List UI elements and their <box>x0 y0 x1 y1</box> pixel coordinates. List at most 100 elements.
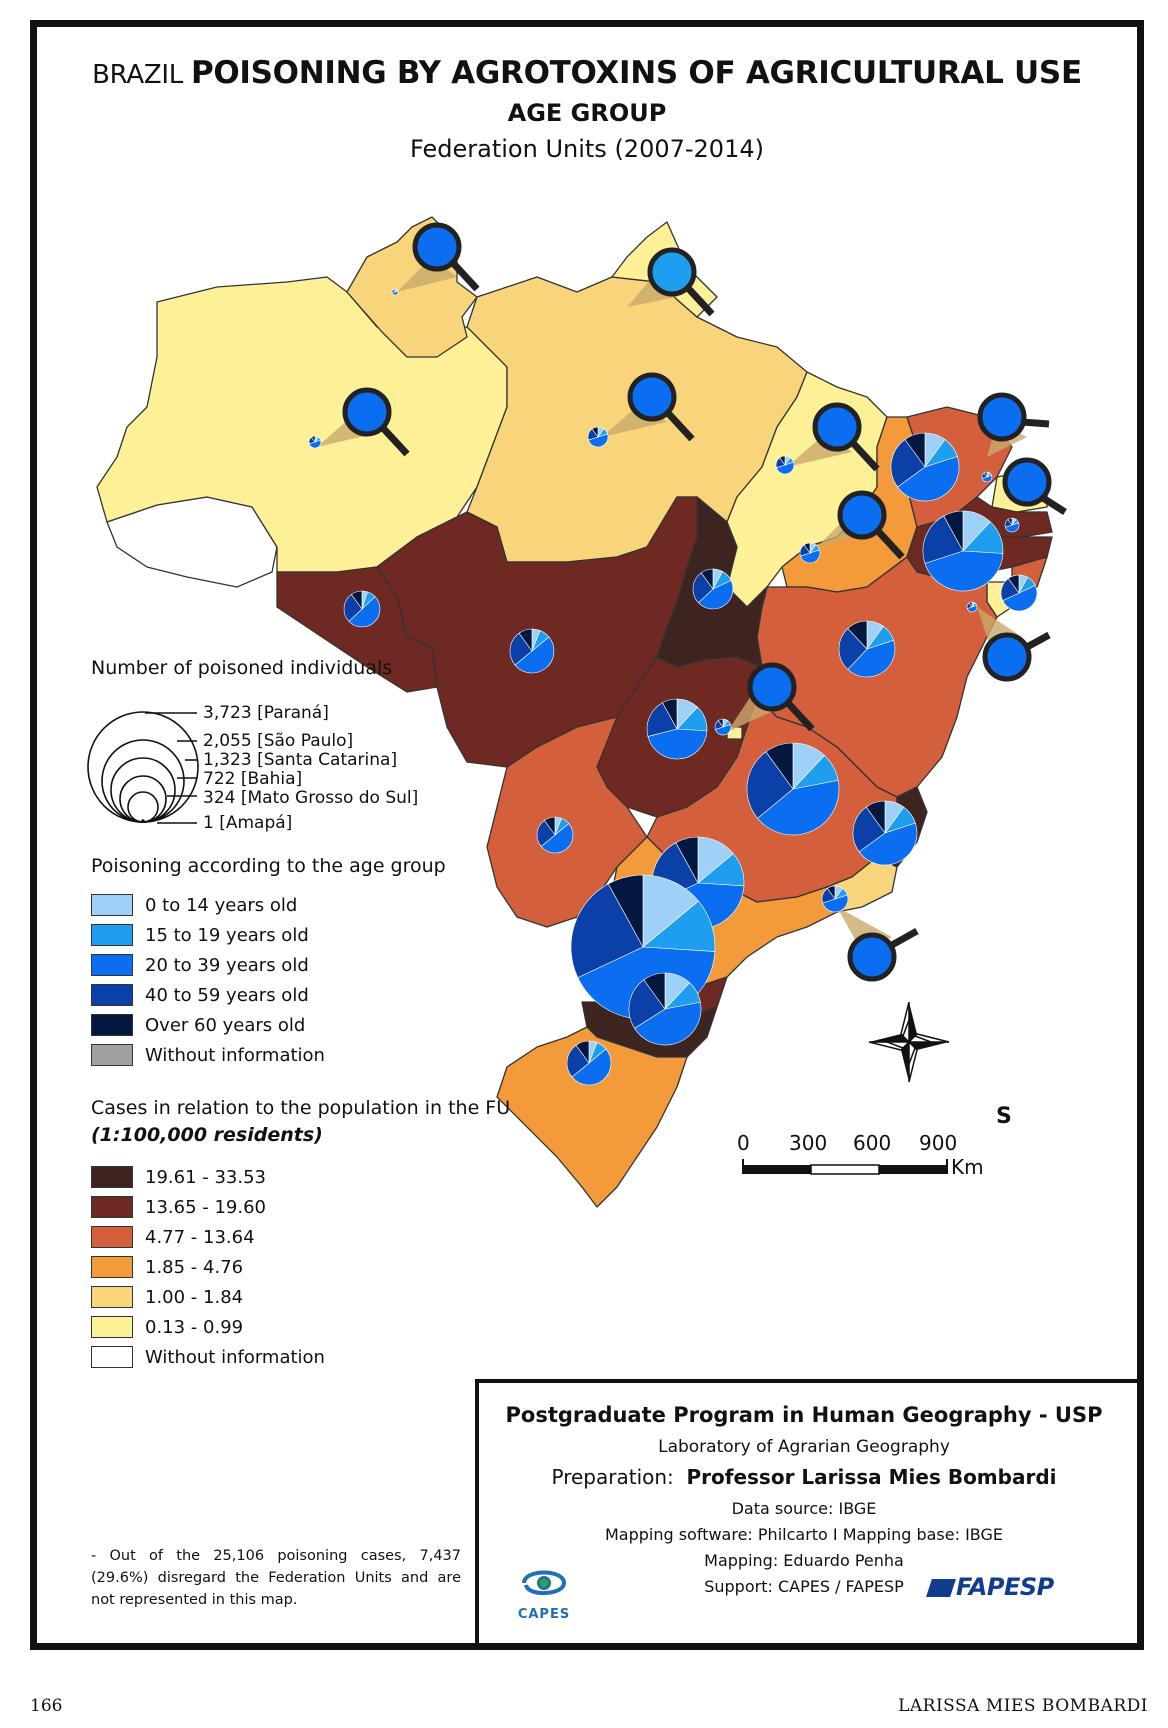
pie-slice <box>588 433 609 448</box>
rate-legend-swatch <box>91 1196 133 1218</box>
credits-preparation: Preparation: Professor Larissa Mies Bomb… <box>551 1465 1057 1489</box>
rate-legend-label: 19.61 - 33.53 <box>145 1166 266 1188</box>
capes-logo: CAPES <box>509 1561 579 1622</box>
map-title: BRAZIL POISONING BY AGROTOXINS OF AGRICUL… <box>37 55 1137 91</box>
pie-slice <box>697 580 734 610</box>
rate-legend-swatch <box>91 1286 133 1308</box>
pie-slice <box>822 894 849 913</box>
title-main: POISONING BY AGROTOXINS OF AGRICULTURAL … <box>190 55 1082 91</box>
credits-software: Mapping software: Philcarto I Mapping ba… <box>604 1525 1004 1544</box>
size-legend-value-5: 324 [Mato Grosso do Sul] <box>203 788 419 808</box>
age-legend-label: 0 to 14 years old <box>145 894 298 916</box>
rate-legend-item: 1.00 - 1.84 <box>91 1284 243 1310</box>
pie-symbols <box>308 288 1038 1086</box>
credits-source: Data source: IBGE <box>731 1499 877 1518</box>
pie-slice <box>1008 574 1020 594</box>
pie-slice <box>509 632 533 666</box>
pie-slice <box>311 435 316 443</box>
magnifier-paraiba <box>1002 457 1067 515</box>
size-legend-circles <box>87 711 199 824</box>
pie-symbol <box>628 972 702 1046</box>
map-subtitle: AGE GROUP <box>507 99 667 127</box>
age-legend-label: Over 60 years old <box>145 1014 306 1036</box>
age-legend-label: 15 to 19 years old <box>145 924 309 946</box>
age-legend-heading: Poisoning according to the age group <box>91 855 446 877</box>
magnifier-sergipe <box>977 607 1051 682</box>
age-legend-item: 20 to 39 years old <box>91 952 309 978</box>
title-prefix: BRAZIL <box>92 60 183 90</box>
size-legend-heading: Number of poisoned individuals <box>91 657 393 679</box>
scale-tick-900: 900 <box>919 1131 958 1155</box>
pie-symbol <box>714 718 732 736</box>
pie-slice <box>692 572 714 604</box>
pie-slice <box>575 1040 590 1064</box>
scale-tick-600: 600 <box>853 1131 892 1155</box>
pie-slice <box>643 972 666 1010</box>
scale-tick-300: 300 <box>789 1131 828 1155</box>
rate-legend-item: 19.61 - 33.53 <box>91 1164 266 1190</box>
credits-lab: Laboratory of Agrarian Geography <box>658 1437 950 1457</box>
pie-symbol <box>775 455 795 475</box>
rate-legend-label: 13.65 - 19.60 <box>145 1196 266 1218</box>
capes-mark-icon <box>522 1570 567 1595</box>
pie-slice <box>308 439 322 449</box>
rate-legend-item: Without information <box>91 1344 325 1370</box>
compass-rose <box>868 1001 950 1083</box>
pie-slice <box>968 601 973 608</box>
pie-slice <box>675 836 699 884</box>
pie-symbol <box>646 698 708 760</box>
fapesp-logo: FAPESP <box>926 1573 1054 1601</box>
pie-slice <box>646 702 678 737</box>
pie-slice <box>890 439 926 488</box>
age-legend-label: 20 to 39 years old <box>145 954 309 976</box>
magnifier-para <box>602 372 695 442</box>
pie-slice <box>540 823 574 854</box>
pie-slice <box>765 742 794 790</box>
magnifier-amapa <box>627 247 715 317</box>
size-legend-value-6: 1 [Amapá] <box>203 813 293 833</box>
pie-symbol <box>308 435 322 449</box>
pie-symbol <box>343 590 381 628</box>
region-rondonia <box>276 566 438 693</box>
pie-slice <box>566 1044 590 1078</box>
pie-slice <box>983 471 988 478</box>
age-legend-label: Without information <box>145 1044 325 1066</box>
pie-symbol <box>1004 517 1020 533</box>
magnifier-roraima <box>397 222 480 292</box>
age-legend-swatch <box>91 954 133 976</box>
magnifier-piaui <box>817 490 905 560</box>
magnifier-callouts <box>317 222 1067 982</box>
age-legend-swatch <box>91 1044 133 1066</box>
rate-legend-swatch <box>91 1316 133 1338</box>
pie-symbol <box>799 542 821 564</box>
rate-legend-label: 4.77 - 13.64 <box>145 1226 255 1248</box>
pie-slice <box>351 590 363 610</box>
pie-slice <box>536 820 556 847</box>
rate-legend-label: 1.85 - 4.76 <box>145 1256 244 1278</box>
pie-slice <box>943 510 964 552</box>
map-period: Federation Units (2007-2014) <box>410 135 764 163</box>
rate-legend-label: 0.13 - 0.99 <box>145 1316 244 1338</box>
pie-symbol <box>922 510 1004 592</box>
pie-symbol <box>1000 574 1038 612</box>
pie-slice <box>1007 517 1013 526</box>
rate-legend-heading: Cases in relation to the population in t… <box>91 1097 511 1119</box>
map-frame: BRAZIL POISONING BY AGROTOXINS OF AGRICUL… <box>30 20 1144 1650</box>
pie-slice <box>634 1001 702 1046</box>
credits-program: Postgraduate Program in Human Geography … <box>505 1403 1103 1427</box>
pie-symbol <box>821 885 849 913</box>
rate-legend-item: 0.13 - 0.99 <box>91 1314 243 1340</box>
brazil-map <box>87 216 1067 1208</box>
age-legend-swatch <box>91 1014 133 1036</box>
scale-bar <box>742 1159 948 1175</box>
size-legend-value-4: 722 [Bahia] <box>203 769 303 789</box>
pie-slice <box>1002 584 1038 612</box>
pie-slice <box>847 639 896 678</box>
rate-legend-label: 1.00 - 1.84 <box>145 1286 244 1308</box>
rate-legend-label: Without information <box>145 1346 325 1368</box>
credits-box: Postgraduate Program in Human Geography … <box>475 1379 1137 1643</box>
rate-legend-item: 4.77 - 13.64 <box>91 1224 255 1250</box>
age-legend-item: 40 to 59 years old <box>91 982 309 1008</box>
pie-slice <box>803 542 811 554</box>
credits-support: Support: CAPES / FAPESP <box>704 1577 904 1596</box>
